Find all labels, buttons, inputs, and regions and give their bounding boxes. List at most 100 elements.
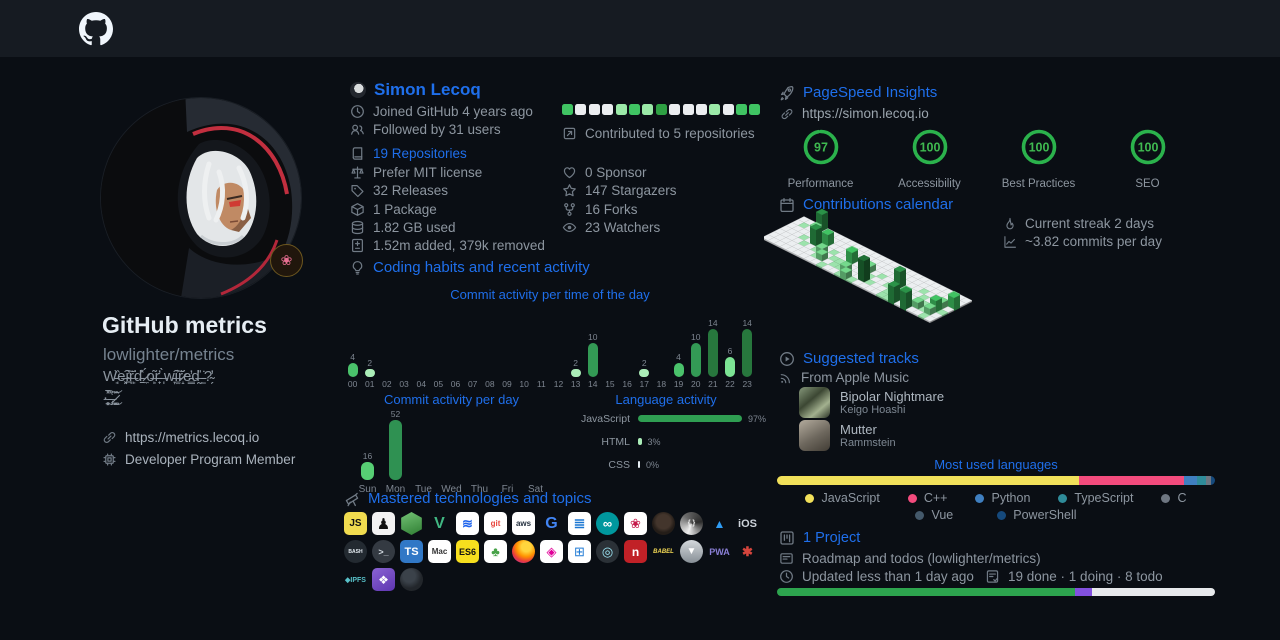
- pagespeed-header: PageSpeed Insights: [779, 84, 937, 101]
- bar: [570, 369, 581, 377]
- project-header: 1 Project: [779, 530, 860, 546]
- repositories-link[interactable]: 19 Repositories: [373, 145, 467, 161]
- link-icon: [780, 107, 794, 121]
- website-link[interactable]: https://metrics.lecoq.io: [125, 430, 260, 445]
- chart-lang-rows: JavaScript 97% HTML 3% CSS 0%: [566, 407, 766, 476]
- bar: [587, 343, 598, 377]
- javascript-icon: JS: [344, 512, 367, 535]
- bar-value: 4: [350, 352, 355, 363]
- time-slot: 6 22: [721, 305, 738, 389]
- hour-label: 02: [382, 379, 392, 389]
- languages-stacked-bar: [777, 476, 1215, 485]
- day-label: Sun: [358, 484, 377, 495]
- most-used-languages-title: Most used languages: [934, 457, 1058, 472]
- aws-icon: aws: [512, 512, 535, 535]
- vue-icon: V: [434, 514, 445, 532]
- membership-row: Developer Program Member: [102, 452, 295, 467]
- contribution-square: [736, 104, 748, 115]
- stat-storage: 1.82 GB used: [350, 218, 456, 236]
- hour-label: 09: [502, 379, 512, 389]
- legend-item: PowerShell: [997, 508, 1077, 522]
- time-slot: 4 00: [344, 305, 361, 389]
- stat-followed: Followed by 31 users: [350, 120, 501, 138]
- time-slot: 05: [430, 305, 447, 389]
- babel-icon: BABEL: [653, 548, 674, 555]
- day-label: Tue: [415, 484, 432, 495]
- eye-icon: [562, 220, 577, 235]
- profile-name-link[interactable]: Simon Lecoq: [374, 80, 481, 99]
- bar-value: 10: [588, 332, 598, 342]
- hour-label: 17: [639, 379, 649, 389]
- day-slot: Fri: [494, 409, 522, 495]
- hour-label: 19: [673, 379, 684, 389]
- track-text: Bipolar Nightmare Keigo Hoashi: [840, 389, 944, 417]
- legend-label: C: [1177, 491, 1187, 505]
- chart-day-bars: 16 Sun 52 Mon Tue Wed Thu Fri Sat: [344, 409, 559, 495]
- svg-text:100: 100: [919, 141, 940, 155]
- profile-header: Simon Lecoq: [350, 80, 481, 100]
- day-label: Sat: [527, 484, 543, 495]
- legend-label: C++: [923, 491, 948, 505]
- project-segment-done: [777, 588, 1075, 596]
- project-updated-row: Updated less than 1 day ago: [779, 569, 974, 584]
- gauge-label: Performance: [787, 178, 854, 190]
- project-progress-bar: [777, 588, 1215, 596]
- github-logo-icon[interactable]: [79, 12, 113, 46]
- contribution-square: [749, 104, 761, 115]
- bar: [707, 329, 718, 377]
- svg-text:97: 97: [814, 141, 828, 155]
- stat-stargazers: 147 Stargazers: [562, 181, 677, 199]
- contribution-square: [562, 104, 573, 115]
- ipfs-icon: ◆IPFS: [345, 576, 366, 584]
- dark-swirl-icon: [400, 568, 423, 591]
- firefox-icon: [512, 540, 535, 563]
- language-activity-row: HTML 3%: [566, 430, 766, 453]
- tech-row: JS ♟ V ≋ git aws G ≣ ∞ ❀ { } ▲ iOS: [344, 512, 774, 535]
- language-segment-typescript: [1197, 476, 1207, 485]
- time-slot: 4 19: [670, 305, 687, 389]
- track-title: Mutter: [840, 421, 877, 437]
- day-slot: 16 Sun: [354, 409, 382, 495]
- triangle-down-icon: ▼: [680, 540, 703, 563]
- tech-header: Mastered technologies and topics: [344, 490, 774, 507]
- tag-icon: [350, 183, 365, 198]
- contribution-square: [642, 104, 654, 115]
- time-slot: 14 23: [739, 305, 756, 389]
- membership-label: Developer Program Member: [125, 452, 296, 467]
- gauge-ring: 100: [1016, 124, 1062, 175]
- note-icon: [779, 551, 794, 566]
- legend-dot: [907, 493, 917, 503]
- database-icon: [350, 220, 365, 235]
- raspberry-pi-icon: ❀: [624, 512, 647, 535]
- stat-diff: 1.52m added, 379k removed: [350, 236, 545, 254]
- track-row[interactable]: Bipolar Nightmare Keigo Hoashi: [799, 387, 944, 418]
- svg-text:100: 100: [1028, 141, 1049, 155]
- bio-text: W̵̘̏e̶͓͠i̴̪̕r̶̙̈d̵̠̽ ̷̼́o̶̙͂r̵̟̕ ̶̩̀w̵̞͠…: [103, 366, 318, 426]
- pagespeed-url-link[interactable]: https://simon.lecoq.io: [802, 106, 929, 121]
- legend-label: JavaScript: [821, 491, 880, 505]
- legend-dot: [805, 493, 815, 503]
- languages-legend-row-1: JavaScript C++ Python TypeScript C: [777, 491, 1215, 505]
- track-row[interactable]: Mutter Rammstein: [799, 420, 896, 451]
- clock-icon: [779, 569, 794, 584]
- legend-item: TypeScript: [1058, 491, 1133, 505]
- contribution-square: [602, 104, 614, 115]
- sql-database-icon: ≣: [568, 512, 591, 535]
- day-slot: 52 Mon: [382, 409, 410, 495]
- legend-dot: [1058, 493, 1068, 503]
- language-percent: 97%: [747, 413, 766, 424]
- legend-label: PowerShell: [1013, 508, 1077, 522]
- pagespeed-gauges: 97 Performance 100 Accessibility 100 Best Pra…: [766, 124, 1202, 190]
- stat-sponsor: 0 Sponsor: [562, 163, 647, 181]
- contribution-squares: [562, 104, 761, 115]
- pagespeed-url-row: https://simon.lecoq.io: [780, 106, 929, 121]
- legend-item: Vue: [915, 508, 953, 522]
- gauge-label: Best Practices: [1001, 178, 1076, 190]
- language-activity-row: CSS 0%: [566, 453, 766, 476]
- day-label: Fri: [501, 484, 514, 495]
- time-slot: 14 21: [704, 305, 721, 389]
- linux-icon: ♟: [372, 512, 395, 535]
- bar: [690, 343, 701, 377]
- time-slot: 10 14: [584, 305, 601, 389]
